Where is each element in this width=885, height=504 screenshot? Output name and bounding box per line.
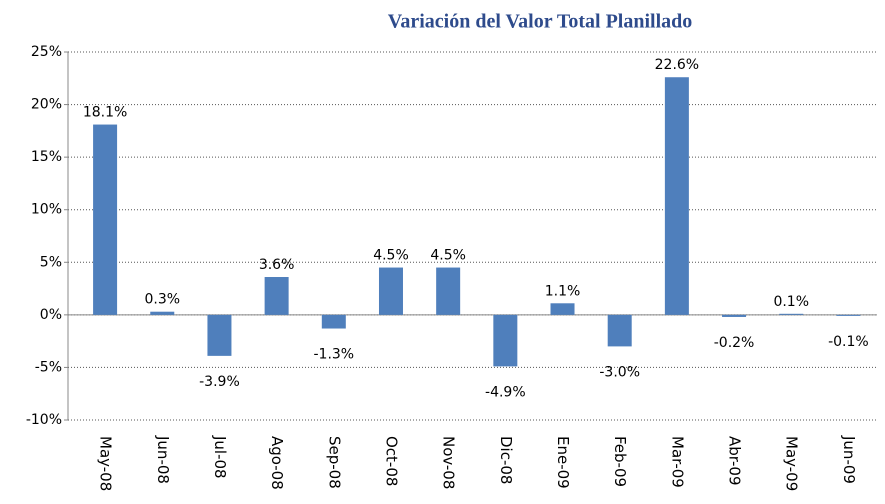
- y-tick-label: 10%: [31, 202, 62, 218]
- chart-title: Variación del Valor Total Planillado: [388, 11, 693, 33]
- x-tick-label: Mar-09: [668, 436, 686, 488]
- x-tick-label: Oct-08: [382, 436, 400, 486]
- bar: [264, 277, 289, 315]
- y-tick-label: 15%: [31, 149, 62, 165]
- y-tick-label: 25%: [31, 44, 62, 60]
- x-tick-label: Abr-09: [726, 436, 744, 486]
- bar: [836, 314, 861, 316]
- bar: [150, 311, 175, 315]
- value-label: 1.1%: [545, 283, 581, 299]
- x-tick-label: Jun-08: [154, 435, 172, 484]
- value-label: -1.3%: [313, 347, 354, 363]
- value-label: -3.9%: [199, 374, 240, 390]
- value-label: 18.1%: [83, 105, 127, 121]
- bar: [207, 314, 232, 356]
- value-label: 4.5%: [430, 248, 466, 264]
- bar: [436, 267, 461, 315]
- value-label: 0.1%: [773, 294, 809, 310]
- value-label: -4.9%: [485, 384, 526, 400]
- value-label: -3.0%: [599, 364, 640, 380]
- x-tick-label: Feb-09: [611, 436, 629, 487]
- x-tick-label: Ago-08: [268, 436, 286, 490]
- x-tick-label: Sep-08: [325, 436, 343, 489]
- y-tick-label: 5%: [40, 254, 62, 270]
- x-tick-label: Jul-08: [211, 435, 229, 479]
- bar: [550, 303, 575, 315]
- bar: [779, 313, 804, 315]
- value-label: 22.6%: [655, 57, 699, 73]
- y-tick-label: -10%: [26, 412, 62, 428]
- value-label: 3.6%: [259, 257, 295, 273]
- x-tick-label: Dic-08: [497, 436, 515, 484]
- value-label: 0.3%: [144, 292, 180, 308]
- bar: [493, 314, 518, 367]
- x-tick-label: May-08: [97, 436, 115, 491]
- bar: [93, 124, 118, 315]
- value-label: 4.5%: [373, 248, 409, 264]
- bar: [607, 314, 632, 347]
- bar: [378, 267, 403, 315]
- x-tick-label: Ene-09: [554, 436, 572, 489]
- x-tick-label: Nov-08: [440, 436, 458, 489]
- bar: [664, 77, 689, 315]
- bar: [321, 314, 346, 329]
- bar: [722, 314, 747, 317]
- value-label: -0.1%: [828, 334, 869, 350]
- x-tick-label: Jun-09: [840, 435, 858, 484]
- y-tick-label: 20%: [31, 97, 62, 113]
- y-tick-label: -5%: [35, 359, 62, 375]
- x-tick-label: May-09: [783, 436, 801, 491]
- value-label: -0.2%: [714, 335, 755, 351]
- y-tick-label: 0%: [40, 307, 62, 323]
